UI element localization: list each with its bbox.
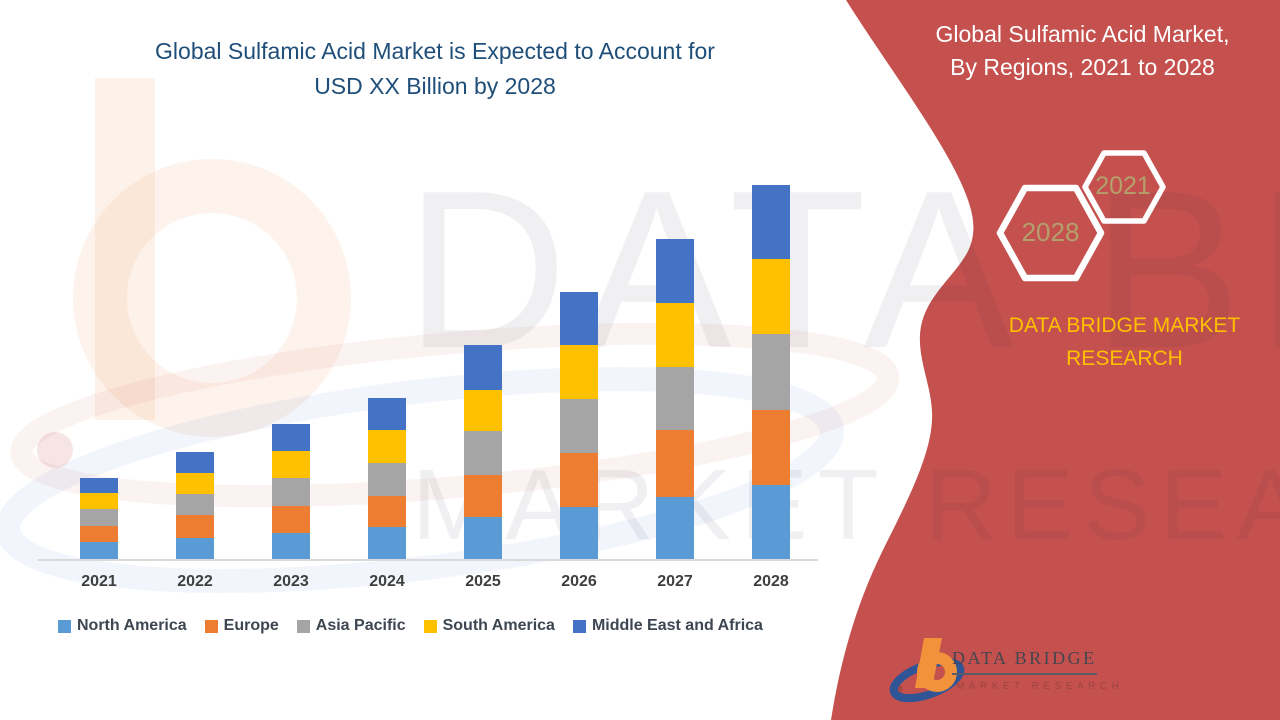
segment-2028-north-america	[752, 485, 790, 559]
legend-item-europe: Europe	[204, 617, 279, 635]
hexagon-2021-outline	[1082, 150, 1166, 224]
segment-2028-south-america	[752, 259, 790, 334]
hexagon-2028-label: 2028	[1021, 217, 1080, 247]
segment-2025-north-america	[464, 517, 502, 559]
legend-label: Europe	[223, 617, 279, 634]
segment-2026-europe	[560, 453, 598, 507]
data-bridge-logo-icon	[889, 638, 965, 703]
chart-legend: North America Europe Asia Pacific South Ame…	[58, 617, 763, 635]
legend-label: South America	[442, 617, 555, 634]
legend-swatch	[423, 619, 437, 633]
logo-watermark	[0, 78, 900, 593]
bar-2021	[80, 478, 118, 559]
bar-2023	[272, 424, 310, 559]
segment-2023-north-america	[272, 533, 310, 559]
x-axis-line	[38, 559, 818, 561]
hexagon-2021-label: 2021	[1095, 172, 1151, 200]
segment-2028-europe	[752, 410, 790, 485]
x-axis-label-2023: 2023	[273, 573, 309, 590]
bar-2025	[464, 345, 502, 559]
segment-2022-south-america	[176, 473, 214, 494]
segment-2022-north-america	[176, 538, 214, 559]
segment-2028-middle-east-and-africa	[752, 185, 790, 259]
segment-2026-middle-east-and-africa	[560, 292, 598, 345]
segment-2025-europe	[464, 475, 502, 517]
legend-swatch	[204, 619, 218, 633]
panel-title-line1: Global Sulfamic Acid Market,	[935, 21, 1230, 47]
bar-2027	[656, 239, 694, 559]
segment-2021-europe	[80, 526, 118, 542]
legend-item-asia-pacific: Asia Pacific	[296, 617, 406, 635]
chart-title-line1: Global Sulfamic Acid Market is Expected …	[155, 38, 715, 64]
segment-2026-north-america	[560, 507, 598, 559]
right-panel-shape	[831, 0, 1280, 720]
segment-2021-south-america	[80, 493, 118, 509]
segment-2027-middle-east-and-africa	[656, 239, 694, 303]
segment-2024-asia-pacific	[368, 463, 406, 496]
chart-title-line2: USD XX Billion by 2028	[314, 72, 556, 99]
segment-2027-europe	[656, 430, 694, 497]
segment-2021-asia-pacific	[80, 509, 118, 526]
x-axis-label-2022: 2022	[177, 573, 213, 590]
chart-title: Global Sulfamic Acid Market is Expected …	[55, 34, 815, 103]
segment-2027-south-america	[656, 303, 694, 367]
segment-2022-middle-east-and-africa	[176, 452, 214, 473]
segment-2021-north-america	[80, 542, 118, 559]
panel-title: Global Sulfamic Acid Market, By Regions,…	[905, 18, 1260, 83]
x-axis-label-2021: 2021	[81, 573, 117, 590]
hexagon-2028-outline	[996, 184, 1105, 282]
x-axis-label-2026: 2026	[561, 573, 597, 590]
segment-2024-middle-east-and-africa	[368, 398, 406, 430]
x-axis-label-2025: 2025	[465, 573, 501, 590]
legend-label: Middle East and Africa	[591, 617, 763, 634]
panel-title-line2: By Regions, 2021 to 2028	[950, 53, 1215, 80]
legend-label: North America	[77, 617, 187, 634]
x-axis-label-2024: 2024	[369, 573, 405, 590]
legend-item-south-america: South America	[423, 617, 555, 635]
segment-2026-south-america	[560, 345, 598, 399]
bar-2028	[752, 185, 790, 559]
bar-2026	[560, 292, 598, 559]
segment-2022-asia-pacific	[176, 494, 214, 515]
legend-swatch	[572, 619, 586, 633]
segment-2023-south-america	[272, 451, 310, 478]
segment-2026-asia-pacific	[560, 399, 598, 453]
segment-2028-asia-pacific	[752, 334, 790, 410]
segment-2024-north-america	[368, 527, 406, 559]
x-axis-label-2027: 2027	[657, 573, 693, 590]
bar-2022	[176, 452, 214, 559]
footer-logo-subtitle: MARKET RESEARCH	[956, 681, 1124, 692]
segment-2025-asia-pacific	[464, 431, 502, 475]
segment-2024-south-america	[368, 430, 406, 463]
segment-2025-middle-east-and-africa	[464, 345, 502, 390]
segment-2027-asia-pacific	[656, 367, 694, 430]
segment-2027-north-america	[656, 497, 694, 559]
segment-2024-europe	[368, 496, 406, 527]
bar-2024	[368, 398, 406, 559]
legend-swatch	[58, 619, 71, 633]
segment-2023-middle-east-and-africa	[272, 424, 310, 451]
segment-2021-middle-east-and-africa	[80, 478, 118, 493]
segment-2022-europe	[176, 515, 214, 538]
legend-item-north-america: North America	[58, 617, 187, 635]
brand-text: DATA BRIDGE MARKET RESEARCH	[1008, 314, 1241, 370]
legend-label: Asia Pacific	[315, 617, 406, 634]
x-axis-label-2028: 2028	[753, 573, 789, 590]
segment-2023-asia-pacific	[272, 478, 310, 506]
segment-2025-south-america	[464, 390, 502, 431]
segment-2023-europe	[272, 506, 310, 533]
footer-logo-name: DATA BRIDGE	[952, 648, 1097, 675]
legend-swatch	[296, 619, 310, 633]
legend-item-middle-east-and-africa: Middle East and Africa	[572, 617, 763, 635]
